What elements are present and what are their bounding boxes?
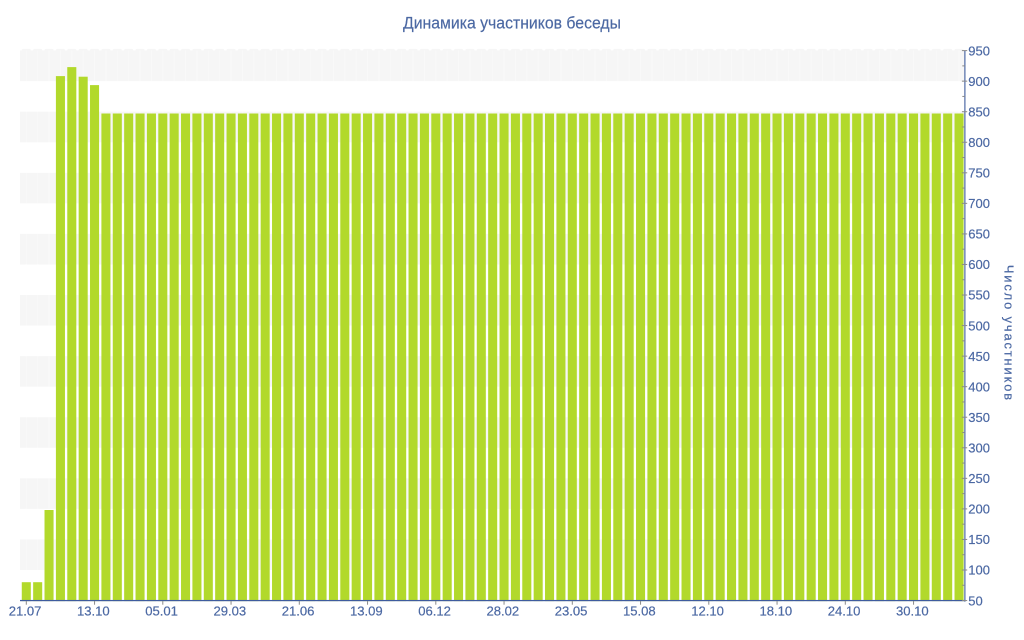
svg-text:100: 100 <box>968 563 990 578</box>
svg-text:30.10: 30.10 <box>896 603 929 618</box>
svg-text:600: 600 <box>968 257 990 272</box>
svg-text:50: 50 <box>968 593 982 608</box>
svg-text:250: 250 <box>968 471 990 486</box>
svg-text:13.09: 13.09 <box>350 603 383 618</box>
svg-text:450: 450 <box>968 349 990 364</box>
svg-text:500: 500 <box>968 318 990 333</box>
svg-text:23.05: 23.05 <box>555 603 588 618</box>
svg-text:12.10: 12.10 <box>691 603 724 618</box>
svg-text:550: 550 <box>968 288 990 303</box>
svg-text:850: 850 <box>968 104 990 119</box>
svg-text:05.01: 05.01 <box>145 603 178 618</box>
svg-text:750: 750 <box>968 166 990 181</box>
svg-text:15.08: 15.08 <box>623 603 656 618</box>
svg-text:350: 350 <box>968 410 990 425</box>
svg-text:300: 300 <box>968 440 990 455</box>
svg-text:06.12: 06.12 <box>418 603 451 618</box>
svg-text:18.10: 18.10 <box>759 603 792 618</box>
svg-text:28.02: 28.02 <box>486 603 519 618</box>
svg-text:900: 900 <box>968 74 990 89</box>
svg-text:800: 800 <box>968 135 990 150</box>
svg-text:700: 700 <box>968 196 990 211</box>
svg-text:Число участников: Число участников <box>1001 265 1016 402</box>
svg-text:150: 150 <box>968 532 990 547</box>
svg-text:24.10: 24.10 <box>828 603 861 618</box>
svg-text:21.07: 21.07 <box>9 603 42 618</box>
svg-text:200: 200 <box>968 502 990 517</box>
svg-text:650: 650 <box>968 227 990 242</box>
svg-text:950: 950 <box>968 43 990 58</box>
svg-text:21.06: 21.06 <box>282 603 315 618</box>
svg-text:400: 400 <box>968 379 990 394</box>
svg-text:13.10: 13.10 <box>77 603 110 618</box>
svg-text:29.03: 29.03 <box>213 603 246 618</box>
svg-text:Динамика участников беседы: Динамика участников беседы <box>403 14 621 33</box>
